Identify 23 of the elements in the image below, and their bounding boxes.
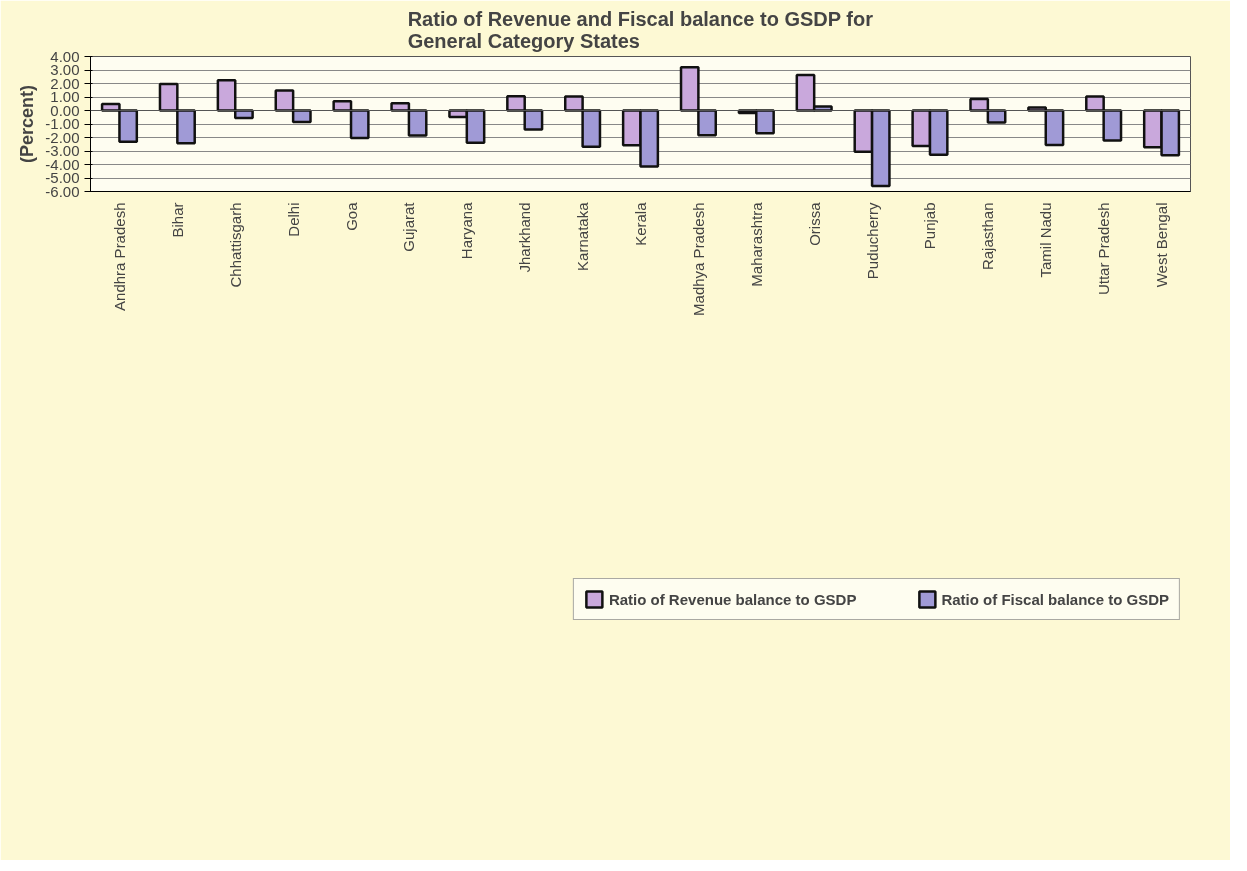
x-tick-label: Andhra Pradesh: [110, 202, 128, 311]
x-tick-label: Chhattisgarh: [226, 202, 244, 288]
x-tick-label: Haryana: [458, 201, 476, 260]
x-tick-label: Punjab: [921, 202, 939, 250]
x-tick-label: Gujarat: [400, 201, 418, 252]
x-tick-label: Rajasthan: [979, 202, 997, 271]
x-tick-label: Kerala: [632, 201, 649, 246]
x-tick-label: Madhya Pradesh: [689, 202, 707, 316]
chart-title: Ratio of Revenue and Fiscal balance to GSDP for General Category States: [407, 7, 874, 52]
x-tick-label: Tamil Nadu: [1037, 202, 1055, 278]
x-tick-label: Delhi: [284, 202, 302, 237]
x-tick-label: Bihar: [168, 202, 186, 238]
legend-label: Ratio of Revenue balance to GSDP: [608, 590, 857, 608]
x-tick-label: Maharashtra: [747, 201, 765, 287]
x-tick-label: Puducherry: [863, 202, 881, 280]
x-tick-label: Goa: [342, 201, 360, 231]
x-tick-label: Uttar Pradesh: [1095, 202, 1113, 296]
x-tick-label: Orissa: [805, 201, 823, 246]
x-tick-label: West Bengal: [1153, 202, 1171, 288]
y-axis-title: (Percent): [17, 84, 38, 164]
x-tick-label: Jharkhand: [516, 202, 534, 273]
legend-label: Ratio of Fiscal balance to GSDP: [941, 590, 1169, 608]
x-tick-label: Karnataka: [574, 201, 592, 271]
